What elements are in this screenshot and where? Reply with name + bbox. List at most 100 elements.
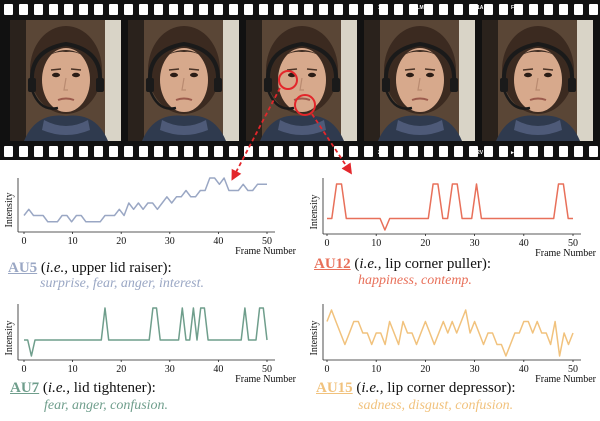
au7-desc: lid tightener):: [70, 380, 156, 396]
film-perforation: [454, 4, 463, 15]
film-perforation: [19, 4, 28, 15]
film-perforation: [214, 146, 223, 157]
film-perforation: [139, 4, 148, 15]
film-perforation: [94, 4, 103, 15]
x-tick-label: 20: [116, 236, 126, 247]
video-frame-4: [364, 20, 475, 141]
x-tick-label: 50: [568, 364, 578, 375]
x-axis-label: Frame Number: [535, 374, 596, 385]
film-perforation: [4, 4, 13, 15]
au5-intensity-line: [23, 177, 267, 223]
face-portrait: [10, 20, 121, 141]
film-perforation: [79, 4, 88, 15]
face-portrait: [482, 20, 593, 141]
film-perforation: [499, 146, 508, 157]
au5-caption: AU5 (i.e., upper lid raiser):: [8, 260, 172, 276]
eye-callout-arrow: [231, 87, 281, 181]
film-perforation: [379, 146, 388, 157]
y-axis-label: Intensity: [309, 321, 320, 356]
x-tick-label: 10: [371, 238, 381, 249]
x-axis-label: Frame Number: [235, 374, 296, 385]
film-perforation: [559, 146, 568, 157]
film-perforation: [259, 146, 268, 157]
x-tick-label: 0: [22, 236, 27, 247]
film-perforation: [289, 146, 298, 157]
film-perforation: [484, 4, 493, 15]
face-portrait: [364, 20, 475, 141]
film-perforation: [109, 146, 118, 157]
film-perforation: [334, 146, 343, 157]
film-perforation: [589, 4, 598, 15]
film-perforation: [79, 146, 88, 157]
film-perforation: [379, 4, 388, 15]
film-perforation: [424, 4, 433, 15]
x-tick-label: 30: [470, 364, 480, 375]
au7-code: AU7: [10, 380, 40, 396]
film-perforation: [349, 4, 358, 15]
x-axis-label: Frame Number: [535, 248, 596, 259]
film-perforation: [364, 4, 373, 15]
film-perforation: [49, 146, 58, 157]
x-axis-label: Frame Number: [235, 246, 296, 257]
film-perforation: [439, 146, 448, 157]
film-perforation: [424, 146, 433, 157]
y-axis-label: Intensity: [309, 195, 320, 230]
x-tick-label: 10: [68, 236, 78, 247]
au15-caption: AU15 (i.e., lip corner depressor):: [316, 380, 516, 396]
film-perforation: [409, 146, 418, 157]
x-tick-label: 50: [262, 236, 272, 247]
x-tick-label: 10: [68, 364, 78, 375]
x-tick-label: 50: [568, 238, 578, 249]
film-perforation: [319, 4, 328, 15]
film-perforation: [64, 146, 73, 157]
mouth-callout-arrow: [311, 113, 352, 175]
film-perforation: [244, 146, 253, 157]
film-perforation: [19, 146, 28, 157]
film-perforation: [514, 146, 523, 157]
film-perforation: [364, 146, 373, 157]
film-perforation: [394, 146, 403, 157]
film-edge-mark: 1A: [378, 5, 385, 11]
film-perforation: [229, 4, 238, 15]
mouth-callout-circle: [294, 94, 316, 116]
film-perforation: [544, 4, 553, 15]
x-tick-label: 30: [165, 236, 175, 247]
film-perforation: [289, 4, 298, 15]
film-perforation: [334, 4, 343, 15]
film-perforation: [484, 146, 493, 157]
y-axis-label: Intensity: [4, 321, 15, 356]
film-perforation: [394, 4, 403, 15]
film-perforation: [169, 146, 178, 157]
film-perforation: [64, 4, 73, 15]
au15-code: AU15: [316, 380, 353, 396]
film-edge-mark: FILM: [412, 5, 424, 11]
film-perforation: [229, 146, 238, 157]
film-perforation: [184, 4, 193, 15]
au12-intensity-line: [327, 183, 573, 231]
film-perforation: [574, 4, 583, 15]
film-perforation: [124, 146, 133, 157]
x-tick-label: 40: [213, 236, 223, 247]
film-perforation: [154, 4, 163, 15]
film-perforation: [589, 146, 598, 157]
film-perforation: [574, 146, 583, 157]
film-perforation: [169, 4, 178, 15]
au12-desc: lip corner puller):: [381, 256, 492, 272]
film-perforation: [274, 146, 283, 157]
x-tick-label: 0: [325, 238, 330, 249]
film-edge-mark: 2: [592, 5, 595, 11]
video-frame-1: [10, 20, 121, 141]
film-perforation: [34, 146, 43, 157]
au12-emotions: happiness, contemp.: [358, 273, 472, 288]
au7-intensity-line: [24, 307, 268, 357]
film-perforation: [214, 4, 223, 15]
au12-code: AU12: [314, 256, 351, 272]
au7-caption: AU7 (i.e., lid tightener):: [10, 380, 156, 396]
film-perforation: [199, 146, 208, 157]
film-perforation: [184, 146, 193, 157]
film-edge-mark: ►3: [510, 150, 518, 156]
